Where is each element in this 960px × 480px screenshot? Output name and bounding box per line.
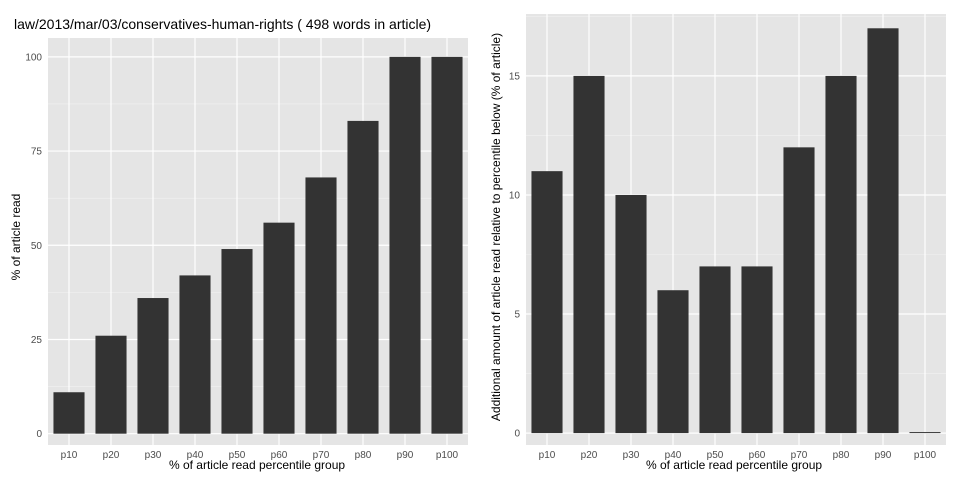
- left-y-tick-label: 25: [31, 335, 43, 346]
- left-x-tick-label: p30: [145, 450, 162, 461]
- right-bar-p100: [909, 432, 941, 434]
- right-x-tick-label: p60: [749, 450, 766, 461]
- right-x-tick-label: p10: [539, 450, 556, 461]
- right-x-tick-label: p20: [581, 450, 598, 461]
- right-y-axis-title: Additional amount of article read relati…: [489, 33, 503, 421]
- right-bar-p20: [573, 75, 605, 434]
- left-x-axis-title: % of article read percentile group: [169, 458, 345, 472]
- right-x-tick-label: p50: [707, 450, 724, 461]
- left-x-tick-label: p50: [229, 450, 246, 461]
- right-x-tick-label: p100: [914, 450, 937, 461]
- right-plot-panel: 0 5 10 15 p10 p20 p30 p40 p50 p60 p70 p80 p90 p100: [509, 14, 946, 461]
- right-x-tick-label: p90: [875, 450, 892, 461]
- left-bar-p10: [53, 392, 85, 434]
- chart-title: law/2013/mar/03/conservatives-human-righ…: [14, 16, 431, 32]
- right-bar-p10: [531, 171, 563, 434]
- left-x-tick-label: p40: [187, 450, 204, 461]
- right-bar-p70: [783, 147, 815, 434]
- left-x-tick-label: p60: [271, 450, 288, 461]
- right-y-tick-label: 0: [514, 429, 520, 440]
- left-y-tick-label: 50: [31, 241, 43, 252]
- left-bar-p60: [263, 222, 295, 434]
- left-x-tick-label: p80: [355, 450, 372, 461]
- left-bar-p90: [389, 56, 421, 434]
- right-x-tick-label: p30: [623, 450, 640, 461]
- right-bar-p40: [657, 290, 689, 434]
- right-bar-p30: [615, 194, 647, 434]
- right-x-tick-label: p70: [791, 450, 808, 461]
- left-y-tick-label: 75: [31, 147, 43, 158]
- left-x-tick-label: p10: [61, 450, 78, 461]
- right-y-tick-label: 15: [509, 71, 521, 82]
- left-bar-p30: [137, 298, 169, 434]
- left-x-tick-label: p90: [397, 450, 414, 461]
- left-x-tick-label: p20: [103, 450, 120, 461]
- right-y-tick-label: 5: [514, 310, 520, 321]
- left-bar-p80: [347, 120, 379, 434]
- left-bar-p100: [431, 56, 463, 434]
- right-bar-p50: [699, 266, 731, 434]
- left-bar-p50: [221, 249, 253, 434]
- right-bar-p90: [867, 28, 899, 434]
- left-plot-panel: 0 25 50 75 100 p10 p20 p30 p40 p50 p60 p70 p80 p90 p10…: [25, 38, 468, 461]
- right-x-tick-label: p80: [833, 450, 850, 461]
- left-y-tick-label: 0: [36, 429, 42, 440]
- left-x-tick-label: p70: [313, 450, 330, 461]
- left-y-axis-title: % of article read: [9, 194, 23, 281]
- left-bar-p70: [305, 177, 337, 434]
- right-y-tick-label: 10: [509, 190, 521, 201]
- right-x-tick-label: p40: [665, 450, 682, 461]
- left-y-tick-label: 100: [25, 52, 42, 63]
- right-bar-p80: [825, 75, 857, 434]
- right-bar-p60: [741, 266, 773, 434]
- right-x-axis-title: % of article read percentile group: [646, 458, 822, 472]
- left-bar-p40: [179, 275, 211, 434]
- left-x-tick-label: p100: [436, 450, 459, 461]
- left-bar-p20: [95, 335, 127, 434]
